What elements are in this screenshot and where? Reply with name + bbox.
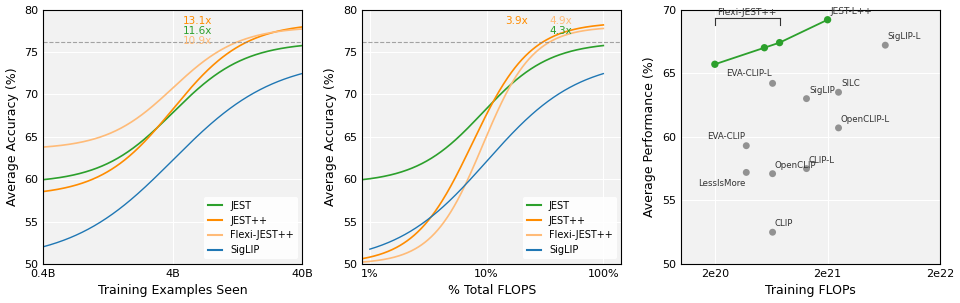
Y-axis label: Average Accuracy (%): Average Accuracy (%) bbox=[6, 68, 18, 206]
Y-axis label: Average Performance (%): Average Performance (%) bbox=[643, 56, 657, 217]
Text: 10.9x: 10.9x bbox=[183, 36, 212, 46]
Text: Flexi-JEST++: Flexi-JEST++ bbox=[717, 8, 777, 17]
X-axis label: Training Examples Seen: Training Examples Seen bbox=[98, 285, 248, 298]
Text: 13.1x: 13.1x bbox=[183, 16, 212, 26]
Text: SILC: SILC bbox=[841, 79, 859, 88]
Text: CLIP: CLIP bbox=[775, 219, 793, 228]
Y-axis label: Average Accuracy (%): Average Accuracy (%) bbox=[324, 68, 338, 206]
Text: OpenCLIP: OpenCLIP bbox=[775, 161, 816, 170]
X-axis label: Training FLOPs: Training FLOPs bbox=[765, 285, 856, 298]
Point bbox=[799, 166, 814, 171]
Point bbox=[738, 170, 754, 175]
Text: 4.9x: 4.9x bbox=[549, 16, 572, 26]
Point bbox=[738, 143, 754, 148]
Text: EVA-CLIP: EVA-CLIP bbox=[708, 132, 745, 141]
Point bbox=[772, 40, 787, 45]
Point bbox=[799, 96, 814, 101]
Point bbox=[765, 230, 780, 235]
Point bbox=[877, 43, 893, 48]
Point bbox=[830, 125, 846, 130]
Point bbox=[765, 171, 780, 176]
Text: SigLIP-L: SigLIP-L bbox=[888, 32, 921, 42]
Text: 11.6x: 11.6x bbox=[183, 26, 212, 36]
Legend: JEST, JEST++, Flexi-JEST++, SigLIP: JEST, JEST++, Flexi-JEST++, SigLIP bbox=[522, 197, 616, 259]
X-axis label: % Total FLOPS: % Total FLOPS bbox=[447, 285, 536, 298]
Text: JEST-L++: JEST-L++ bbox=[830, 7, 872, 16]
Text: 4.3x: 4.3x bbox=[549, 26, 572, 36]
Point bbox=[820, 17, 835, 22]
Text: EVA-CLIP-L: EVA-CLIP-L bbox=[726, 69, 772, 78]
Point bbox=[765, 81, 780, 86]
Legend: JEST, JEST++, Flexi-JEST++, SigLIP: JEST, JEST++, Flexi-JEST++, SigLIP bbox=[204, 197, 298, 259]
Text: 3.9x: 3.9x bbox=[505, 16, 527, 26]
Text: OpenCLIP-L: OpenCLIP-L bbox=[841, 115, 890, 124]
Text: LessIsMore: LessIsMore bbox=[698, 179, 745, 188]
Text: SigLIP: SigLIP bbox=[809, 86, 834, 95]
Point bbox=[756, 45, 772, 50]
Point bbox=[830, 90, 846, 95]
Text: CLIP-L: CLIP-L bbox=[809, 156, 835, 165]
Point bbox=[708, 62, 723, 67]
